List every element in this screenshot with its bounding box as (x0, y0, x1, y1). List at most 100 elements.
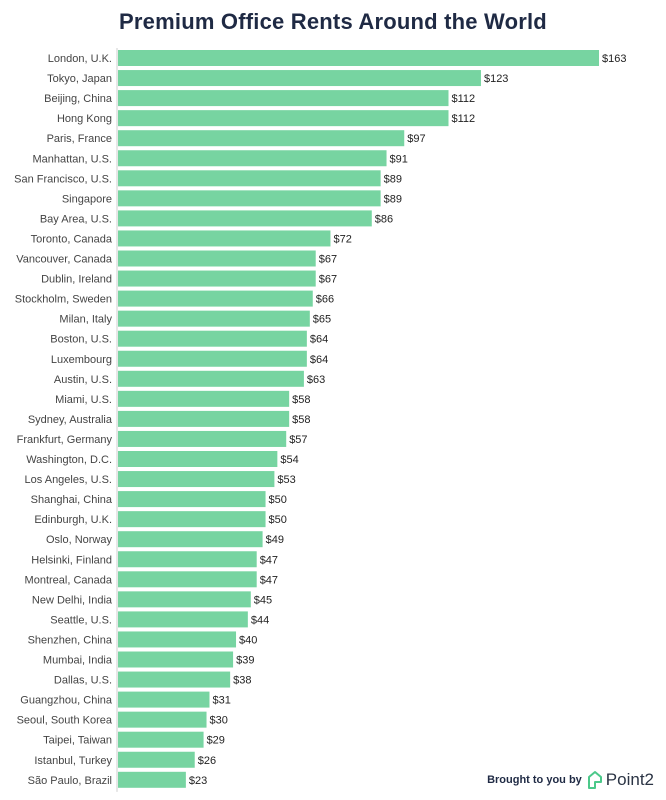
category-label: Oslo, Norway (46, 534, 113, 546)
value-label: $57 (289, 434, 307, 446)
chart-title: Premium Office Rents Around the World (119, 9, 547, 34)
category-label: Guangzhou, China (20, 695, 113, 707)
value-label: $89 (384, 193, 402, 205)
bar (118, 190, 381, 207)
bar (118, 671, 231, 688)
value-label: $112 (452, 113, 476, 125)
category-label: Dallas, U.S. (54, 675, 112, 687)
bar (118, 751, 195, 768)
category-label: London, U.K. (48, 53, 112, 65)
bar (118, 330, 307, 347)
value-label: $44 (251, 614, 269, 626)
value-label: $29 (207, 735, 225, 747)
value-label: $91 (390, 153, 408, 165)
category-label: Manhattan, U.S. (33, 153, 113, 165)
bar (118, 50, 599, 66)
bar (118, 310, 310, 327)
value-label: $49 (266, 534, 284, 546)
bar (118, 451, 278, 467)
bar (118, 471, 275, 488)
bar (118, 651, 234, 668)
bar (118, 110, 449, 127)
bar (118, 170, 381, 187)
bar (118, 90, 449, 107)
category-label: San Francisco, U.S. (14, 173, 112, 185)
bar (118, 591, 251, 608)
value-label: $66 (316, 294, 334, 306)
category-label: Shenzhen, China (28, 634, 113, 646)
category-label: Vancouver, Canada (16, 254, 113, 266)
category-label: Seoul, South Korea (17, 715, 113, 727)
bar (118, 250, 316, 267)
value-label: $112 (452, 93, 476, 105)
category-label: Frankfurt, Germany (17, 434, 113, 446)
bar (118, 631, 237, 648)
brand-name: Point2 (605, 770, 654, 789)
value-label: $47 (260, 554, 278, 566)
bar (118, 691, 210, 708)
value-label: $47 (260, 574, 278, 586)
bar (118, 70, 481, 87)
category-label: Toronto, Canada (31, 233, 113, 245)
value-label: $89 (384, 173, 402, 185)
value-label: $63 (307, 374, 325, 386)
bar (118, 290, 313, 307)
category-label: Hong Kong (57, 113, 112, 125)
value-label: $97 (407, 133, 425, 145)
bar (118, 130, 405, 147)
bar (118, 531, 263, 548)
value-label: $65 (313, 314, 331, 326)
bar (118, 350, 307, 367)
category-label: São Paulo, Brazil (28, 775, 112, 787)
category-label: Washington, D.C. (26, 454, 112, 466)
category-label: Boston, U.S. (50, 334, 112, 346)
bar (118, 771, 186, 788)
value-label: $67 (319, 254, 337, 266)
bar (118, 150, 387, 167)
value-label: $64 (310, 334, 328, 346)
value-label: $72 (333, 233, 351, 245)
category-label: Singapore (62, 193, 112, 205)
value-label: $31 (212, 695, 230, 707)
bar (118, 491, 266, 508)
category-label: Miami, U.S. (55, 394, 112, 406)
value-label: $26 (198, 755, 216, 767)
value-label: $50 (269, 514, 287, 526)
credit-footer: Brought to you by Point2 (487, 768, 654, 792)
category-label: Edinburgh, U.K. (34, 514, 112, 526)
bar (118, 611, 248, 628)
value-label: $40 (239, 634, 257, 646)
value-label: $58 (292, 394, 310, 406)
category-label: Los Angeles, U.S. (25, 474, 112, 486)
category-label: Beijing, China (44, 93, 113, 105)
value-label: $67 (319, 274, 337, 286)
category-label: Istanbul, Turkey (34, 755, 112, 767)
category-label: Taipei, Taiwan (43, 735, 112, 747)
value-label: $53 (277, 474, 295, 486)
value-label: $45 (254, 594, 272, 606)
category-label: Austin, U.S. (54, 374, 112, 386)
value-label: $123 (484, 73, 508, 85)
bar (118, 551, 257, 568)
bar (118, 410, 290, 427)
bar (118, 370, 304, 387)
category-label: Tokyo, Japan (47, 73, 112, 85)
bar (118, 210, 372, 227)
value-label: $38 (233, 675, 251, 687)
category-label: Paris, France (47, 133, 112, 145)
category-label: Bay Area, U.S. (40, 213, 112, 225)
category-label: Helsinki, Finland (31, 554, 112, 566)
value-label: $30 (210, 715, 228, 727)
bar (118, 731, 204, 748)
category-label: Stockholm, Sweden (15, 294, 112, 306)
category-label: Dublin, Ireland (41, 274, 112, 286)
value-label: $50 (269, 494, 287, 506)
value-label: $64 (310, 354, 328, 366)
category-label: New Delhi, India (32, 594, 113, 606)
value-label: $163 (602, 53, 626, 65)
bar (118, 511, 266, 528)
category-label: Seattle, U.S. (50, 614, 112, 626)
bar (118, 571, 257, 588)
category-label: Milan, Italy (59, 314, 112, 326)
